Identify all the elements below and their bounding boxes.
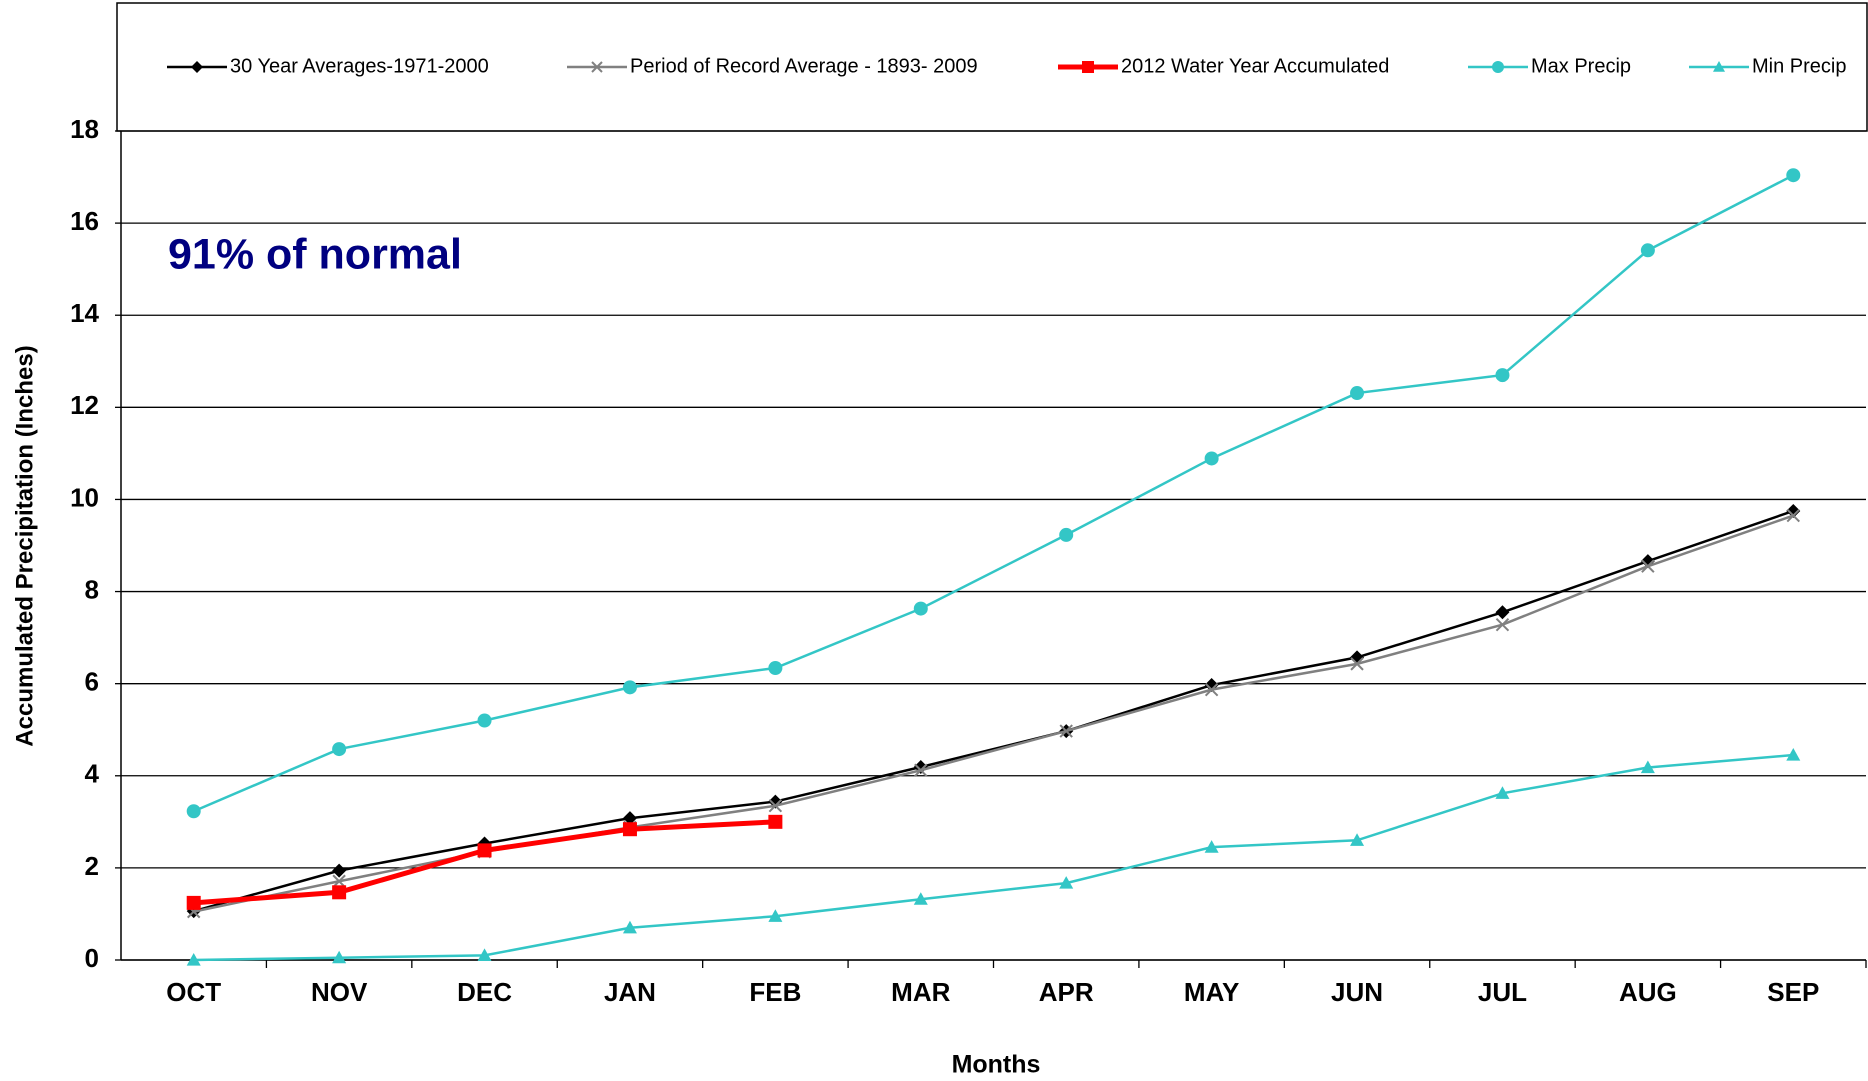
marker: [186, 804, 201, 819]
marker: [768, 799, 783, 813]
marker: [332, 950, 347, 964]
marker: [1641, 559, 1655, 573]
marker: [332, 742, 347, 757]
marker: [1350, 833, 1365, 846]
marker: [1786, 168, 1801, 183]
x-tick-label: AUG: [1619, 977, 1677, 1007]
marker: [591, 61, 603, 73]
marker: [1492, 61, 1504, 73]
legend-label: 30 Year Averages-1971-2000: [230, 55, 489, 77]
x-tick-label: JUL: [1478, 977, 1527, 1007]
marker: [768, 661, 783, 676]
y-tick-label: 4: [85, 759, 100, 789]
series-line: [193, 174, 1794, 813]
legend-label: Min Precip: [1752, 55, 1846, 77]
marker: [1713, 61, 1725, 72]
marker: [1059, 527, 1074, 542]
series-line: [193, 509, 1794, 913]
marker: [332, 863, 347, 878]
marker: [1786, 748, 1801, 761]
x-tick-label: SEP: [1767, 977, 1819, 1007]
marker: [913, 601, 928, 616]
marker: [186, 895, 201, 910]
series-line: [193, 753, 1794, 962]
x-tick-label: FEB: [749, 977, 801, 1007]
y-tick-label: 0: [85, 943, 99, 973]
y-tick-label: 8: [85, 574, 99, 604]
marker: [622, 920, 637, 934]
y-axis-label: Accumulated Precipitation (Inches): [11, 345, 38, 746]
marker: [913, 892, 928, 905]
marker: [1082, 61, 1094, 73]
marker: [622, 822, 637, 837]
x-tick-label: MAY: [1184, 977, 1239, 1007]
x-tick-label: OCT: [166, 977, 221, 1007]
marker: [914, 763, 928, 777]
marker: [1059, 876, 1074, 889]
y-tick-label: 14: [70, 298, 99, 328]
marker: [1495, 368, 1510, 383]
marker: [768, 814, 783, 829]
x-tick-label: MAR: [891, 977, 950, 1007]
marker: [768, 909, 783, 922]
x-tick-label: DEC: [457, 977, 512, 1007]
legend-label: 2012 Water Year Accumulated: [1121, 55, 1389, 77]
marker: [622, 680, 637, 695]
marker: [1495, 786, 1510, 799]
legend-label: Period of Record Average - 1893- 2009: [630, 55, 978, 77]
y-tick-label: 18: [70, 114, 99, 144]
marker: [1495, 618, 1510, 632]
marker: [186, 953, 201, 966]
marker: [191, 61, 203, 73]
marker: [332, 885, 347, 900]
marker: [1059, 724, 1073, 738]
marker: [1204, 840, 1219, 853]
marker: [1350, 386, 1365, 401]
legend-label: Max Precip: [1531, 55, 1631, 77]
marker: [622, 811, 637, 826]
y-tick-label: 12: [70, 390, 99, 420]
marker: [1204, 451, 1219, 466]
x-tick-label: NOV: [311, 977, 368, 1007]
annotation: 91% of normal: [168, 230, 462, 278]
marker: [1786, 508, 1800, 523]
marker: [477, 843, 492, 858]
marker: [1640, 243, 1655, 258]
marker: [477, 713, 492, 728]
y-tick-label: 2: [85, 851, 99, 881]
x-tick-label: JAN: [604, 977, 656, 1007]
marker: [1350, 657, 1364, 671]
series-line: [193, 819, 776, 906]
marker: [477, 948, 492, 961]
marker: [1495, 605, 1510, 620]
x-axis-label: Months: [952, 1051, 1041, 1079]
marker: [1786, 503, 1801, 518]
y-tick-label: 10: [70, 482, 99, 512]
marker: [1640, 760, 1655, 774]
y-tick-label: 6: [85, 667, 99, 697]
marker: [1204, 682, 1219, 697]
x-tick-label: APR: [1039, 977, 1094, 1007]
x-tick-label: JUN: [1331, 977, 1383, 1007]
y-tick-label: 16: [70, 206, 99, 236]
marker: [332, 874, 346, 888]
